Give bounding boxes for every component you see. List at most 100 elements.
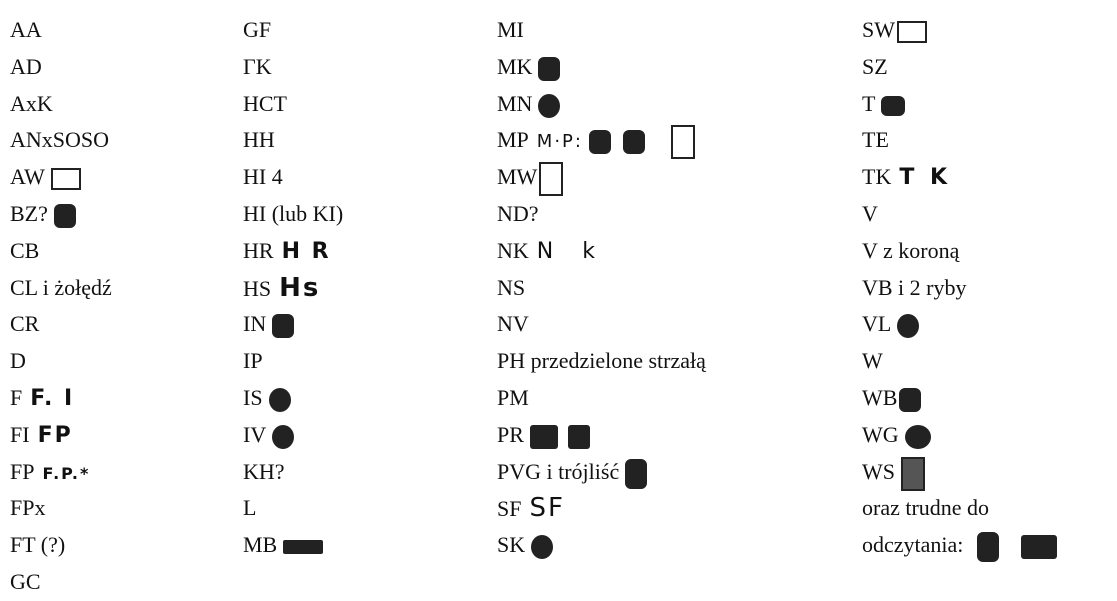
stamp-text: T K	[899, 165, 950, 191]
label: HH	[243, 127, 275, 153]
entry: V	[862, 196, 1057, 233]
label: IS	[243, 384, 263, 410]
stamp-icon	[622, 130, 645, 155]
entry: PM	[497, 380, 706, 417]
label: BZ?	[10, 200, 48, 226]
entry: SK	[497, 527, 706, 564]
stamp-icon	[1021, 535, 1058, 560]
stamp-icon	[897, 314, 920, 339]
label: CL i żołędź	[10, 274, 112, 300]
entry: PH przedzielone strzałą	[497, 343, 706, 380]
label: NV	[497, 311, 529, 337]
stamp-icon	[283, 540, 324, 555]
entry: VB i 2 ryby	[862, 270, 1057, 307]
label: AxK	[10, 90, 53, 116]
label: MB	[243, 532, 278, 558]
entry: IV	[243, 417, 343, 454]
stamp-icon	[899, 387, 922, 412]
stamp-icon	[670, 125, 695, 160]
label: AW	[10, 164, 45, 190]
entry: WG	[862, 417, 1057, 454]
label: CR	[10, 311, 40, 337]
stamp-text: F.P.*	[42, 463, 91, 483]
entry: V z koroną	[862, 233, 1057, 270]
entry: AxK	[10, 86, 112, 123]
label: MI	[497, 17, 524, 42]
entry: CR	[10, 306, 112, 343]
stamp-text: FP	[37, 422, 73, 448]
stamp-icon	[272, 424, 295, 449]
stamp-icon	[567, 424, 590, 449]
entry: MW	[497, 159, 706, 197]
label: ND?	[497, 200, 539, 226]
label: SK	[497, 532, 526, 558]
stamp-icon	[625, 458, 648, 489]
label: W	[862, 348, 883, 374]
entry: oraz trudne do	[862, 490, 1057, 527]
entry: WS	[862, 454, 1057, 491]
label: NS	[497, 274, 526, 300]
entry: T	[862, 86, 1057, 123]
entry: AW	[10, 159, 112, 196]
entry: IN	[243, 306, 343, 343]
label: HI 4	[243, 164, 283, 190]
stamp-icon	[904, 424, 931, 449]
entry: BZ?	[10, 196, 112, 233]
column: SW SZ T TE TK T K V V z koroną VB i 2 ryb…	[862, 12, 1058, 564]
entry: CB	[10, 233, 112, 270]
label: ΓK	[243, 53, 272, 79]
label: HS	[243, 275, 272, 301]
entry: FP F.P.*	[10, 454, 112, 491]
stamp-icon	[901, 456, 925, 491]
entry: AD	[10, 49, 112, 86]
label: FI	[10, 421, 30, 447]
entry: SF SF	[497, 490, 706, 527]
entry: MK	[497, 49, 706, 86]
entry: MB	[243, 527, 343, 564]
label: NK	[497, 237, 529, 263]
stamp-icon	[538, 93, 561, 118]
stamp-icon	[268, 387, 291, 412]
stamp-icon	[272, 314, 295, 339]
label: T	[862, 90, 876, 116]
stamp-text: M·P:	[536, 131, 583, 153]
label: FP	[10, 458, 35, 484]
entry: W	[862, 343, 1057, 380]
stamp-icon	[539, 162, 564, 197]
label: KH?	[243, 458, 285, 484]
entry: MN	[497, 86, 706, 123]
label: WG	[862, 421, 899, 447]
label: GF	[243, 17, 272, 42]
entry: MI	[497, 12, 706, 49]
label: V	[862, 200, 878, 226]
label: MN	[497, 90, 533, 116]
label: PVG i trójliść	[497, 458, 620, 484]
label: GC	[10, 568, 41, 594]
entry: GF	[243, 12, 343, 49]
entry: NS	[497, 270, 706, 307]
label: MW	[497, 164, 538, 190]
entry: PVG i trójliść	[497, 454, 706, 491]
entry: TE	[862, 122, 1057, 159]
entry: HR H R	[243, 233, 343, 270]
label: SZ	[862, 53, 888, 79]
entry: odczytania:	[862, 527, 1058, 564]
entry: F F. I	[10, 380, 112, 417]
entry: AA	[10, 12, 112, 49]
label: TE	[862, 127, 889, 153]
stamp-text: Hs	[279, 272, 321, 303]
entry: L	[243, 490, 343, 527]
entry: ANxSOSO	[10, 122, 112, 159]
label: F	[10, 384, 23, 410]
stamp-text: N k	[536, 238, 597, 264]
column: MI MK MN MP M·P: MW ND? NK N k NS NV PH pr…	[497, 12, 706, 564]
label: PR	[497, 421, 524, 447]
stamp-text: SF	[529, 493, 565, 524]
entry: ND?	[497, 196, 706, 233]
label: SW	[862, 17, 895, 42]
entry: VL	[862, 306, 1057, 343]
label: IV	[243, 421, 267, 447]
label: V z koroną	[862, 237, 960, 263]
entry: D	[10, 343, 112, 380]
label: PM	[497, 384, 529, 410]
